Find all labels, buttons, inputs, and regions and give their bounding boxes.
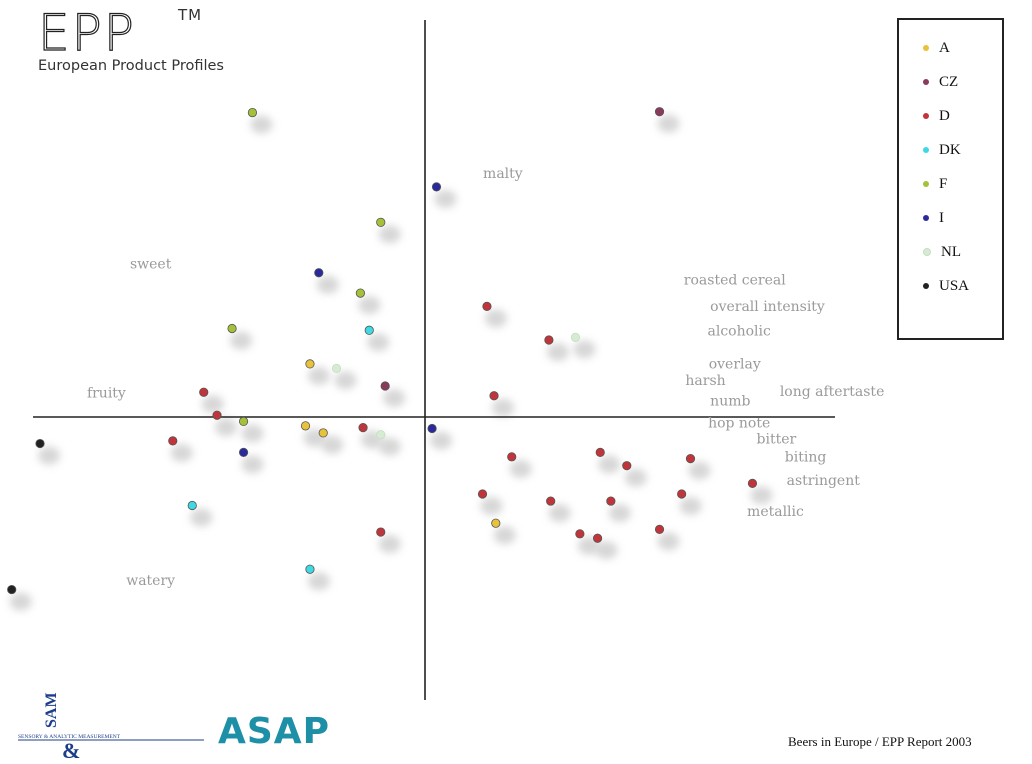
point-nl-2 (376, 430, 386, 440)
legend-item-i: I (923, 208, 944, 228)
attribute-label-fruity: fruity (87, 386, 126, 402)
point-d-10 (685, 453, 696, 464)
legend-label-cz: CZ (939, 73, 959, 90)
point-d-2 (199, 387, 209, 397)
attribute-label-biting: biting (785, 449, 827, 465)
attribute-label-harsh: harsh (685, 373, 725, 389)
legend-item-a: A (923, 38, 950, 58)
legend-swatch-i (923, 215, 929, 221)
attribute-label-overlay: overlay (709, 356, 761, 372)
point-d-7 (507, 452, 517, 462)
point-d-0 (482, 301, 492, 311)
point-dk-1 (187, 500, 197, 511)
legend-item-f: F (923, 174, 947, 194)
legend-label-a: A (939, 39, 950, 56)
point-i-0 (431, 182, 442, 192)
point-d-5 (358, 423, 368, 433)
attribute-label-roasted-cereal: roasted cereal (684, 272, 786, 288)
attribute-label-alcoholic: alcoholic (708, 324, 771, 340)
epp-logo: EPP (37, 4, 136, 62)
sam-logo-text: SAM (43, 692, 60, 728)
legend-label-dk: DK (939, 141, 961, 158)
point-d-18 (654, 524, 665, 534)
attribute-label-metallic: metallic (747, 504, 804, 520)
legend-swatch-cz (923, 79, 929, 85)
point-d-19 (747, 478, 758, 488)
legend-item-usa: USA (923, 276, 969, 296)
legend-swatch-d (923, 113, 929, 119)
legend-label-d: D (939, 107, 950, 124)
legend-label-nl: NL (941, 243, 961, 260)
legend-item-d: D (923, 106, 950, 126)
point-d-13 (606, 496, 616, 506)
legend-item-dk: DK (923, 140, 961, 160)
sam-logo-caption: SENSORY & ANALYTIC MEASUREMENT (18, 734, 121, 740)
point-a-3 (491, 518, 501, 528)
attribute-label-watery: watery (126, 573, 175, 589)
point-d-17 (592, 533, 603, 543)
attribute-label-malty: malty (483, 166, 523, 182)
point-i-1 (314, 268, 324, 278)
legend-swatch-usa (923, 283, 929, 289)
logo-subtitle: European Product Profiles (38, 58, 224, 74)
point-d-11 (477, 489, 488, 499)
legend-item-cz: CZ (923, 72, 958, 92)
point-d-8 (595, 447, 605, 457)
svg-text:&: & (62, 738, 80, 760)
point-f-0 (247, 107, 258, 118)
trademark-mark: TM (178, 6, 203, 24)
point-f-3 (227, 323, 237, 334)
attribute-label-astringent: astringent (787, 473, 861, 489)
attribute-label-overall-intensity: overall intensity (710, 299, 825, 315)
point-cz-0 (654, 107, 665, 117)
point-d-14 (677, 489, 687, 499)
point-a-2 (318, 428, 328, 438)
point-d-4 (212, 410, 222, 420)
asap-logo: ASAP (218, 711, 331, 752)
point-d-3 (489, 391, 499, 401)
point-f-1 (376, 217, 386, 227)
legend-item-nl: NL (923, 242, 961, 262)
sam-logo: SAM SENSORY & ANALYTIC MEASUREMENT & (18, 692, 204, 760)
point-a-1 (300, 421, 311, 431)
legend-label-f: F (939, 175, 948, 192)
point-a-0 (305, 359, 315, 369)
legend-swatch-dk (923, 147, 929, 153)
point-d-12 (546, 496, 556, 506)
point-i-3 (427, 423, 437, 434)
legend-label-i: I (939, 209, 944, 226)
point-d-6 (168, 436, 178, 446)
point-d-15 (376, 527, 386, 537)
legend-swatch-f (923, 181, 929, 187)
point-dk-0 (364, 325, 374, 335)
attribute-label-sweet: sweet (130, 256, 172, 272)
point-d-9 (622, 461, 632, 471)
point-i-2 (238, 447, 249, 457)
attribute-label-numb: numb (710, 393, 750, 409)
legend-swatch-nl (923, 248, 931, 256)
point-nl-0 (331, 363, 342, 373)
point-usa-0 (35, 438, 45, 449)
point-nl-1 (570, 332, 581, 342)
point-dk-2 (305, 564, 315, 574)
attribute-label-long-aftertaste: long aftertaste (780, 384, 885, 400)
point-d-1 (544, 335, 554, 345)
point-d-16 (575, 529, 585, 539)
point-f-2 (355, 288, 365, 298)
report-caption: Beers in Europe / EPP Report 2003 (788, 734, 972, 749)
point-cz-1 (380, 381, 390, 391)
point-f-4 (238, 416, 249, 427)
attribute-label-hop-note: hop note (708, 416, 770, 432)
legend-label-usa: USA (939, 277, 970, 294)
point-usa-1 (7, 584, 17, 595)
legend-swatch-a (923, 45, 929, 51)
attribute-label-bitter: bitter (757, 432, 797, 448)
chart-legend: A CZ D DK F I NL USA (897, 18, 1004, 340)
